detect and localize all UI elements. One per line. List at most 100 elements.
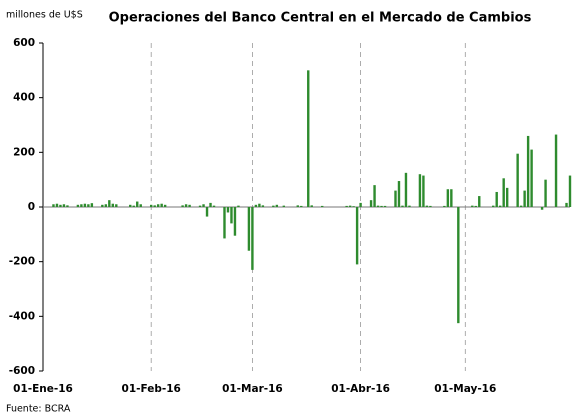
bar xyxy=(422,175,425,207)
bar xyxy=(523,190,526,207)
bar xyxy=(540,207,544,210)
bar xyxy=(544,179,547,207)
bar xyxy=(296,205,299,207)
bar xyxy=(198,205,202,207)
bar xyxy=(457,207,460,324)
bar xyxy=(181,205,184,207)
bar xyxy=(355,207,359,265)
bar xyxy=(310,205,313,207)
y-tick-label: 0 xyxy=(28,201,35,213)
bar xyxy=(101,204,104,207)
bar xyxy=(369,200,373,207)
bar xyxy=(212,205,216,207)
bar xyxy=(108,200,111,207)
bar xyxy=(87,204,90,207)
bar xyxy=(209,202,212,207)
bar xyxy=(300,205,303,207)
x-tick-label: 01-Abr-16 xyxy=(331,383,390,395)
bar xyxy=(474,205,477,207)
bar xyxy=(163,204,167,207)
source: Fuente: BCRA xyxy=(6,404,71,415)
bar xyxy=(568,175,572,207)
bar xyxy=(80,204,83,207)
bar xyxy=(76,204,80,207)
bar xyxy=(104,204,108,207)
bar xyxy=(446,189,450,207)
bar xyxy=(251,207,254,270)
x-tick-label: 01-Feb-16 xyxy=(122,383,181,395)
bar xyxy=(383,205,387,207)
bar xyxy=(307,70,310,207)
bar xyxy=(282,205,286,207)
bar xyxy=(115,204,118,207)
bar xyxy=(90,203,94,207)
bar xyxy=(153,205,156,207)
bar xyxy=(132,205,135,207)
bar xyxy=(254,204,258,207)
bar xyxy=(321,205,324,207)
y-tick-label: 200 xyxy=(13,146,35,158)
y-tick-label: -200 xyxy=(9,256,35,268)
y-tick-label: -600 xyxy=(9,365,35,377)
bar xyxy=(223,207,226,239)
y-axis-label: millones de U$S xyxy=(6,10,83,21)
bar xyxy=(111,203,115,207)
bar xyxy=(202,204,205,207)
bar xyxy=(59,204,62,207)
bar xyxy=(237,205,240,207)
bar xyxy=(429,205,432,207)
chart-title: Operaciones del Banco Central en el Merc… xyxy=(109,11,532,26)
bar xyxy=(394,190,397,207)
bar xyxy=(359,202,362,207)
y-tick-label: 600 xyxy=(13,37,35,49)
bar xyxy=(247,207,251,251)
bar xyxy=(530,149,533,207)
bar xyxy=(139,204,142,207)
bar xyxy=(505,187,509,207)
bar xyxy=(478,196,481,207)
bar xyxy=(129,204,132,207)
bar xyxy=(401,205,404,207)
bar xyxy=(380,205,383,207)
bar xyxy=(258,203,261,207)
bar xyxy=(554,134,558,207)
bar xyxy=(205,207,209,217)
bar xyxy=(275,204,279,207)
bar xyxy=(492,205,495,207)
x-tick-label: 01-Ene-16 xyxy=(13,383,73,395)
bar xyxy=(352,206,355,207)
bar xyxy=(373,185,376,207)
bar xyxy=(471,205,474,207)
bar xyxy=(348,205,352,207)
bar xyxy=(565,202,568,207)
bar xyxy=(519,205,523,207)
y-tick-label: -400 xyxy=(9,310,35,322)
bar xyxy=(226,207,230,213)
bar xyxy=(55,203,59,207)
bar xyxy=(443,205,446,207)
bar xyxy=(261,205,265,207)
bar xyxy=(408,205,411,207)
bar xyxy=(425,205,429,207)
y-tick-label: 400 xyxy=(13,92,35,104)
x-tick-label: 01-May-16 xyxy=(434,383,496,395)
bar xyxy=(233,207,237,236)
bar xyxy=(149,204,153,207)
bar xyxy=(376,205,380,207)
bar xyxy=(52,204,55,207)
bar xyxy=(498,205,502,207)
bar xyxy=(83,203,87,207)
bar xyxy=(188,204,191,207)
bar xyxy=(62,204,66,207)
bar xyxy=(526,135,530,207)
bar xyxy=(345,205,348,207)
bar xyxy=(136,201,139,207)
bar xyxy=(450,189,453,207)
bar xyxy=(66,205,69,207)
bar xyxy=(272,205,275,207)
bar xyxy=(156,204,160,207)
bar xyxy=(516,153,519,207)
bar xyxy=(184,204,188,207)
bar xyxy=(397,181,401,207)
